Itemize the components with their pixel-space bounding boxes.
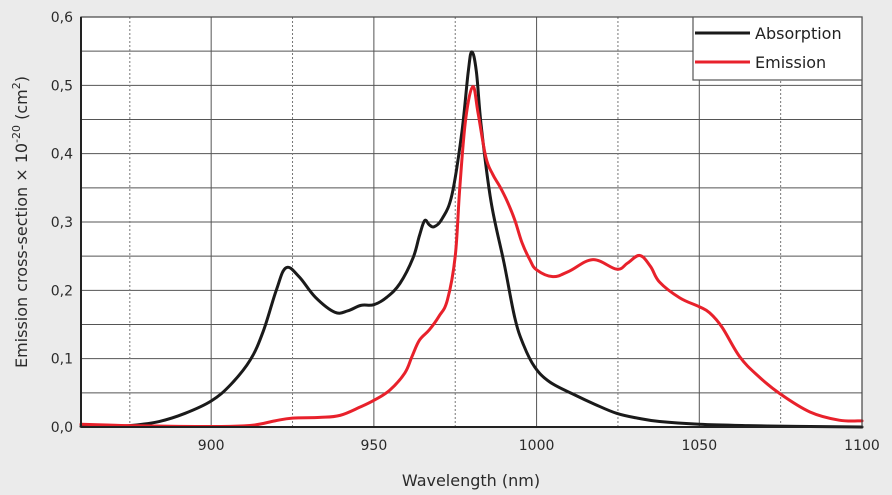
legend-box — [692, 16, 863, 81]
y-axis-title: Emission cross-section × 10-20 (cm2) — [10, 76, 31, 368]
tick-labels: 900 950 1000 1050 1100 0,0 0,1 0,2 0,3 0,4 0,5 0,6 — [51, 10, 880, 454]
y-tick-label: 0,0 — [51, 420, 73, 436]
series-group — [79, 50, 864, 429]
y-tick-label: 0,6 — [51, 10, 73, 26]
series-line-emission — [79, 85, 864, 428]
x-tick-label: 950 — [361, 438, 388, 454]
x-tick-label: 1050 — [681, 438, 717, 454]
y-tick-label: 0,4 — [51, 147, 73, 163]
legend-label-absorption: Absorption — [755, 24, 842, 43]
y-tick-label: 0,1 — [51, 352, 73, 368]
x-axis-title: Wavelength (nm) — [402, 471, 540, 490]
y-axis-title-unit-exponent: 2 — [10, 82, 23, 89]
y-tick-label: 0,5 — [51, 78, 73, 94]
series-line-absorption — [79, 50, 864, 429]
x-tick-label: 900 — [198, 438, 225, 454]
y-tick-label: 0,2 — [51, 283, 73, 299]
legend-label-emission: Emission — [755, 53, 826, 72]
y-axis-title-prefix: Emission cross-section × 10 — [12, 143, 31, 368]
y-axis-title-unit-open: (cm — [12, 89, 31, 125]
y-axis-title-unit-close: ) — [12, 76, 31, 82]
x-tick-label: 1100 — [844, 438, 880, 454]
x-tick-label: 1000 — [519, 438, 555, 454]
y-axis-title-exponent: -20 — [10, 125, 23, 143]
axes — [80, 16, 863, 428]
grid — [81, 17, 862, 427]
y-tick-label: 0,3 — [51, 215, 73, 231]
legend: Absorption Emission — [692, 16, 863, 81]
